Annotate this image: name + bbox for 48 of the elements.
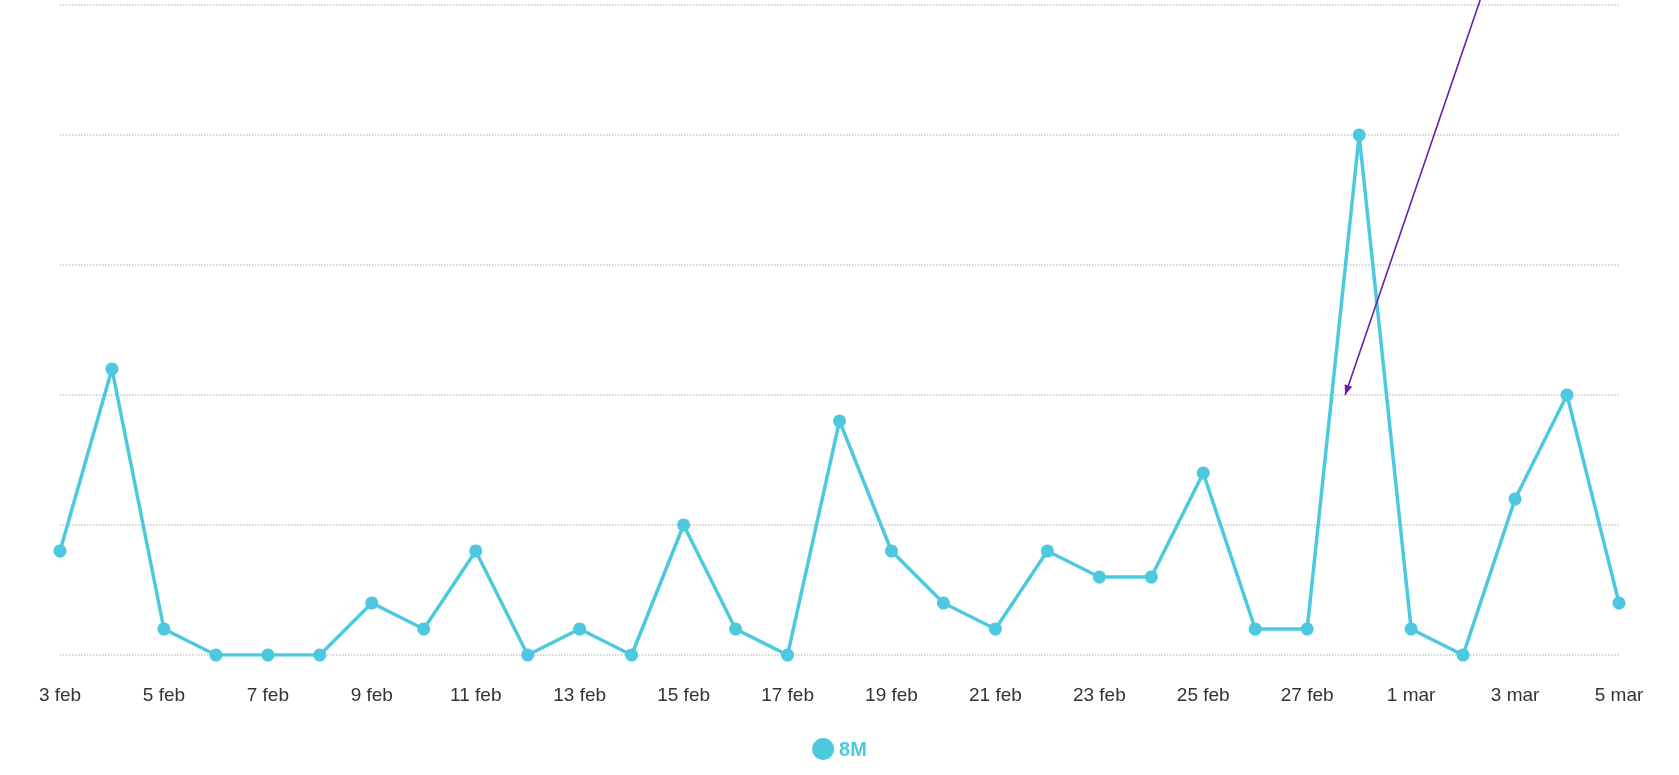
x-tick-label: 17 feb	[761, 684, 814, 705]
point	[209, 648, 223, 662]
point	[573, 622, 587, 636]
x-tick-label: 3 mar	[1490, 684, 1541, 705]
point	[833, 414, 846, 428]
x-tick-label: 19 feb	[865, 684, 918, 705]
x-tick-label: 5 feb	[142, 684, 186, 705]
point	[1040, 544, 1054, 558]
point	[1248, 622, 1262, 636]
x-tick-label: 3 feb	[38, 684, 82, 705]
x-tick-label: 25 feb	[1176, 684, 1230, 705]
point	[1404, 622, 1418, 636]
x-tick-label: 15 feb	[657, 684, 711, 705]
point	[677, 518, 691, 532]
point	[936, 596, 950, 610]
x-tick-label: 21 feb	[968, 684, 1022, 705]
point	[1144, 570, 1158, 584]
point	[1612, 596, 1626, 610]
point	[105, 362, 119, 376]
x-tick-label: 23 feb	[1072, 684, 1126, 705]
point	[1352, 128, 1366, 142]
point	[157, 622, 171, 636]
point	[469, 544, 483, 558]
point	[1300, 622, 1314, 636]
x-tick-label: 7 feb	[246, 684, 289, 705]
point	[521, 648, 535, 662]
point	[1508, 492, 1522, 506]
point	[625, 648, 639, 662]
point	[781, 648, 795, 662]
point	[417, 622, 431, 636]
x-tick-label: 9 feb	[350, 684, 393, 705]
point	[988, 622, 1002, 636]
point	[261, 648, 275, 662]
legend-label: 8M	[839, 738, 867, 760]
point	[729, 622, 743, 636]
point	[1456, 648, 1470, 662]
point	[313, 648, 327, 662]
x-tick-label: 27 feb	[1280, 684, 1334, 705]
point	[1092, 570, 1106, 584]
point	[365, 596, 379, 610]
x-tick-label: 1 mar	[1386, 684, 1437, 705]
point	[53, 544, 67, 558]
x-tick-label: 13 feb	[553, 684, 607, 705]
x-tick-label: 5 mar	[1594, 684, 1644, 705]
point	[884, 544, 898, 558]
x-tick-label: 11 feb	[450, 684, 502, 705]
point	[1196, 466, 1210, 480]
point	[1560, 388, 1574, 402]
